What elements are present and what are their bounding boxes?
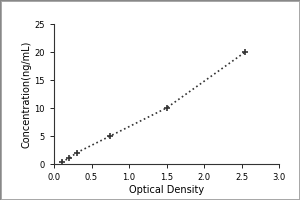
Y-axis label: Concentration(ng/mL): Concentration(ng/mL) (22, 40, 32, 148)
X-axis label: Optical Density: Optical Density (129, 185, 204, 195)
